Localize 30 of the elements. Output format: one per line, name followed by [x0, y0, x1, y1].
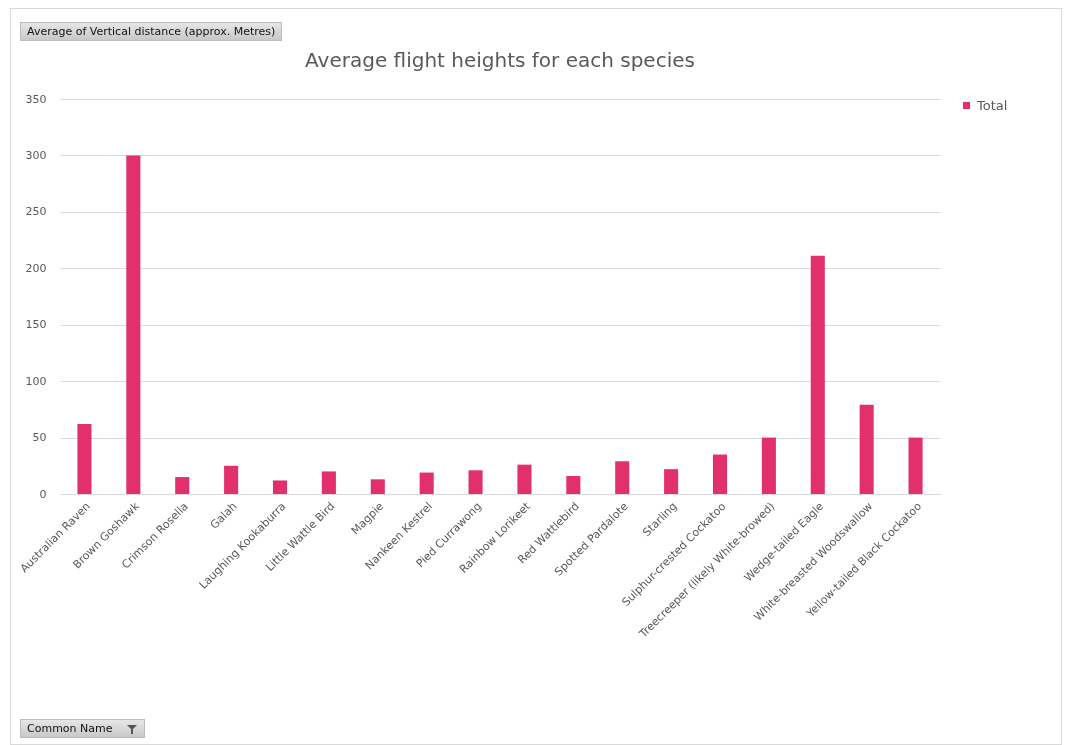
bar [712, 454, 728, 494]
y-tick-label: 300 [25, 148, 47, 162]
bar [664, 469, 679, 494]
y-tick-label: 250 [25, 205, 47, 219]
bar [272, 480, 288, 494]
y-tick-label: 100 [25, 374, 47, 388]
chart-title: Average flight heights for each species [305, 48, 695, 72]
legend-label: Total [976, 97, 1008, 113]
bar [761, 437, 776, 494]
bar [615, 461, 630, 494]
y-tick-label: 150 [25, 318, 47, 332]
bar [77, 424, 92, 494]
bar [175, 477, 190, 494]
y-tick-label: 200 [25, 261, 47, 275]
text: Average of Vertical distance (approx. Metres) [20, 22, 283, 41]
bar [419, 472, 434, 494]
bar [566, 475, 581, 494]
bar [224, 465, 239, 494]
y-tick-label: 50 [32, 431, 47, 445]
bar [908, 437, 923, 494]
bar [321, 471, 336, 494]
bar [859, 404, 874, 494]
text: Common Name [27, 722, 113, 735]
bar [468, 470, 483, 494]
bar [810, 255, 825, 494]
bar [517, 464, 532, 494]
y-tick-label: 0 [39, 487, 47, 501]
bar [370, 479, 385, 494]
y-tick-label: 350 [25, 92, 47, 106]
bar [126, 155, 141, 494]
